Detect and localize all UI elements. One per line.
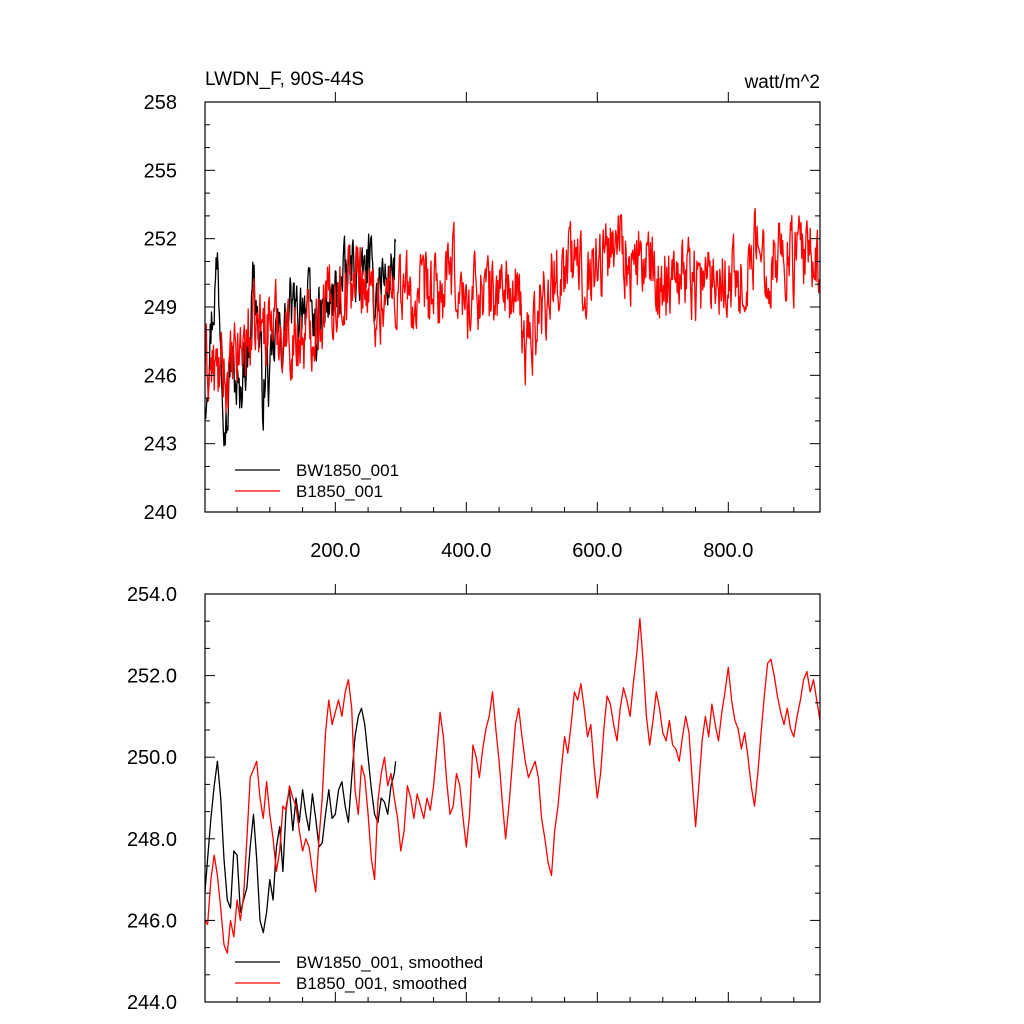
panel-top-series-group	[204, 208, 821, 447]
y-tick-label: 246	[144, 365, 177, 387]
panel-bottom-frame	[204, 593, 821, 1003]
x-tick-label: 800.0	[703, 540, 753, 562]
y-tick-label: 240	[144, 502, 177, 524]
y-tick-label: 258	[144, 92, 177, 114]
y-tick-label: 255	[144, 160, 177, 182]
panel-top-axes: 240 243 246 249 252 255 258 200.0 400.0 600.0 800.…	[144, 92, 820, 562]
panel-top-units: watt/m^2	[744, 72, 820, 93]
series-line-b1850-001-smoothed	[204, 617, 821, 954]
panel-bottom: 244.0 246.0 248.0 250.0 252.0 254.0 BW1850_00…	[127, 584, 821, 1014]
y-tick-label: 252.0	[127, 666, 177, 688]
series-line-bw1850-001	[204, 233, 397, 447]
y-tick-label: 254.0	[127, 584, 177, 606]
series-line-bw1850-001-smoothed	[204, 707, 397, 934]
y-tick-label: 243	[144, 434, 177, 456]
legend-label-bw1850: BW1850_001	[296, 461, 399, 480]
x-tick-label: 200.0	[310, 540, 360, 562]
series-line-b1850-001	[204, 208, 821, 415]
x-tick-label: 600.0	[572, 540, 622, 562]
x-tick-label: 400.0	[441, 540, 491, 562]
panel-top: LWDN_F, 90S-44S watt/m^2 240 243 246 249 252…	[144, 69, 821, 562]
panel-bottom-axes: 244.0 246.0 248.0 250.0 252.0 254.0	[127, 584, 820, 1014]
y-tick-label: 249	[144, 297, 177, 319]
y-tick-label: 244.0	[127, 992, 177, 1014]
legend-label-b1850-smoothed: B1850_001, smoothed	[296, 974, 467, 993]
y-tick-label: 250.0	[127, 747, 177, 769]
panel-top-frame	[204, 101, 821, 513]
panel-bottom-legend: BW1850_001, smoothed B1850_001, smoothed	[235, 953, 483, 993]
panel-bottom-series-group	[204, 617, 821, 954]
y-tick-label: 246.0	[127, 910, 177, 932]
legend-label-bw1850-smoothed: BW1850_001, smoothed	[296, 953, 483, 972]
y-tick-label: 252	[144, 229, 177, 251]
panel-top-legend: BW1850_001 B1850_001	[235, 461, 399, 501]
panel-top-title: LWDN_F, 90S-44S	[205, 69, 364, 90]
y-tick-label: 248.0	[127, 829, 177, 851]
legend-label-b1850: B1850_001	[296, 482, 383, 501]
